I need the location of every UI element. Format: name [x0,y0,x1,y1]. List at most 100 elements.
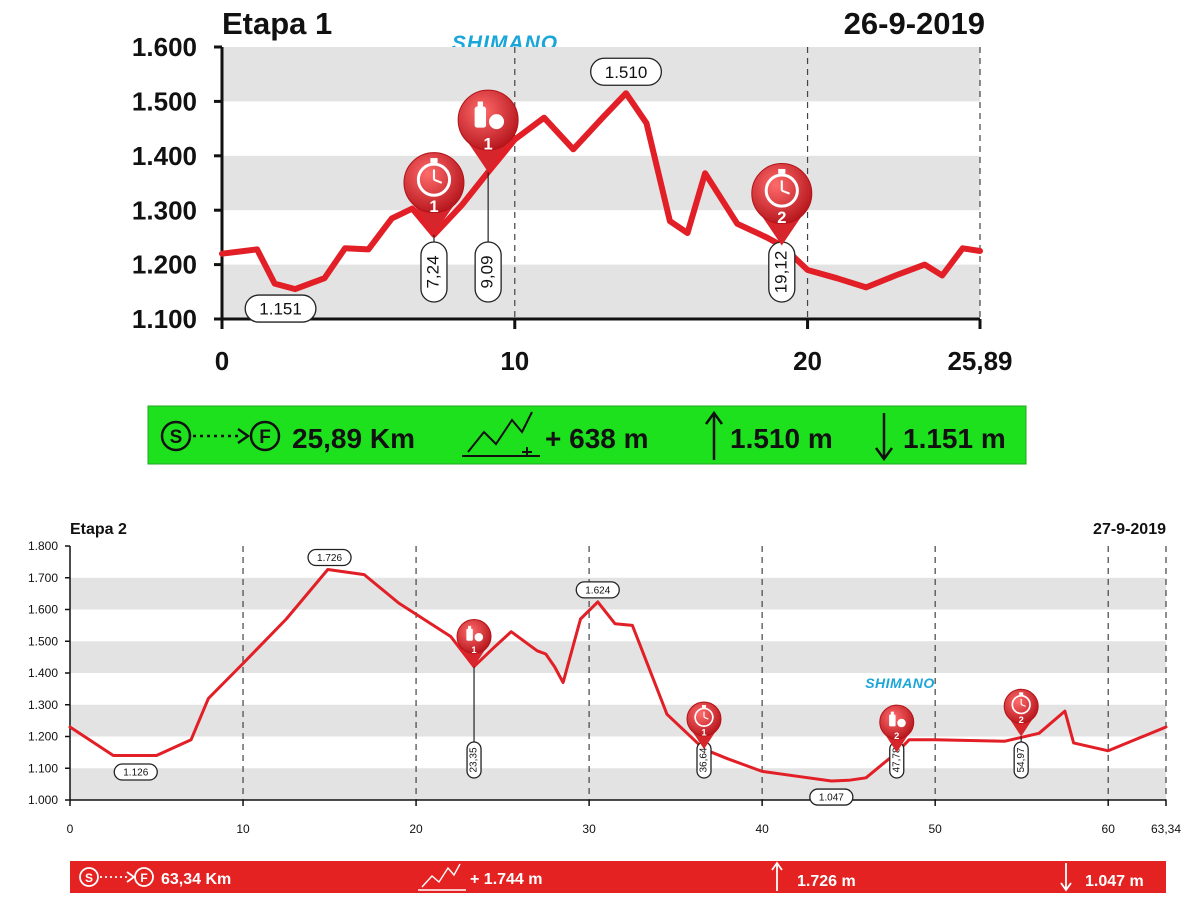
bottle-icon [474,106,487,128]
grid-band [222,264,980,319]
grid-band [70,641,1166,673]
elevation-gain-icon [462,411,540,457]
y-tick-label: 1.500 [28,634,58,648]
bottle-icon [466,628,473,641]
x-tick-label: 10 [500,346,529,376]
marker-km-label: 47,78 [891,747,902,772]
marker-number: 2 [894,731,899,741]
x-tick-label: 63,34 [1151,822,1181,836]
altitude-annotation-box [809,788,854,806]
y-tick-label: 1.600 [28,603,58,617]
elevation-gain-icon [418,863,466,891]
marker-km-label: 7,24 [423,255,442,288]
stage2-elevation-chart: 1.000 1.100 1.200 1.300 1.400 1.500 1.600 1.700… [28,539,1181,836]
marker-km-box [420,241,448,303]
bottle-cap [477,101,484,108]
y-tick-label: 1.100 [132,304,197,334]
altitude-annotation-label: 1.047 [819,793,844,804]
stage1-elevation-chart: 1.100 1.200 1.300 1.400 1.500 1.600 0 10 20 25,89… [132,32,1013,376]
finish-icon-letter: F [259,427,271,448]
stopwatch-icon [764,173,799,208]
x-tick-label: 40 [755,822,769,836]
feed-station-marker [457,89,519,151]
stopwatch-hand [703,716,709,720]
y-tick-label: 1.000 [28,793,58,807]
timing-point-marker [403,152,465,214]
altitude-annotation-label: 1.726 [317,553,342,564]
feed-station-marker [456,618,492,654]
y-tick-label: 1.500 [132,87,197,117]
elevation-line [219,90,983,293]
altitude-annotation-label: 1.510 [605,63,648,82]
stage2-date: 27-9-2019 [1093,521,1166,538]
stage1-gain: + 638 m [545,423,649,454]
marker-km-label: 19,12 [771,251,790,294]
y-tick-label: 1.300 [132,195,197,225]
marker-km-label: 9,09 [478,255,497,288]
y-tick-label: 1.600 [132,32,197,62]
stage1-date: 26-9-2019 [844,6,985,41]
timing-point-marker [686,701,722,737]
y-tick-label: 1.200 [28,730,58,744]
timing-point-marker [1003,688,1039,724]
bottle-icon [889,714,896,727]
stopwatch-hand [781,189,790,195]
altitude-annotation-box [590,57,663,86]
stopwatch-icon [416,162,452,197]
stopwatch-icon [694,707,714,727]
altitude-annotation-box [307,548,352,567]
min-altitude-icon [874,413,894,462]
bottle-cap [890,711,894,716]
elevation-line [68,568,1168,783]
x-tick-label: 0 [215,346,229,376]
y-tick-label: 1.800 [28,539,58,553]
finish-icon-letter: F [140,871,147,885]
stopwatch-hand [433,178,443,184]
marker-km-box [1013,741,1029,779]
stage2-shimano-logo-2: SHIMANO [865,675,935,691]
stopwatch-icon [1011,694,1031,715]
min-altitude-icon [1060,863,1072,892]
start-finish-icon [79,867,154,887]
grid-band [222,155,980,211]
x-tick-label: 10 [236,822,250,836]
marker-number: 2 [777,209,786,227]
altitude-annotation-box [113,763,158,781]
stage1-distance: 25,89 Km [292,423,415,454]
marker-number: 1 [471,645,476,655]
stage2-max-altitude: 1.726 m [797,873,856,890]
stage1-max-altitude: 1.510 m [730,423,833,454]
feed-station-marker [879,704,915,740]
marker-km-box [474,241,502,303]
max-altitude-icon [771,861,783,891]
x-tick-label: 20 [409,822,423,836]
marker-number: 1 [484,136,493,154]
stage2-min-altitude: 1.047 m [1085,873,1144,890]
x-tick-label: 0 [67,822,74,836]
stage1-title: Etapa 1 [222,6,332,41]
stage1-min-altitude: 1.151 m [903,423,1006,454]
y-tick-label: 1.400 [132,141,197,171]
apple-icon [897,718,906,728]
stopwatch-crown [430,158,438,163]
marker-km-label: 54,97 [1016,747,1027,772]
start-icon-letter: S [170,427,183,448]
y-tick-label: 1.200 [132,250,197,280]
altitude-annotation-label: 1.126 [123,768,148,779]
x-tick-label: 25,89 [947,346,1012,376]
stage2-distance: 63,34 Km [161,871,231,888]
altitude-annotation-box [575,581,620,599]
y-tick-label: 1.100 [28,761,58,775]
y-tick-label: 1.400 [28,666,58,680]
x-tick-label: 50 [928,822,942,836]
marker-number: 1 [701,728,706,738]
marker-number: 1 [429,198,438,216]
altitude-annotation-label: 1.151 [259,300,302,319]
grid-band [70,704,1166,737]
stopwatch-crown [701,705,707,708]
marker-km-label: 36,64 [699,747,710,772]
stage1-summary-bar: S F 25,89 Km + 638 m 1.510 m 1.151 m [147,405,1027,465]
marker-number: 2 [1019,715,1024,725]
x-tick-label: 60 [1102,822,1116,836]
